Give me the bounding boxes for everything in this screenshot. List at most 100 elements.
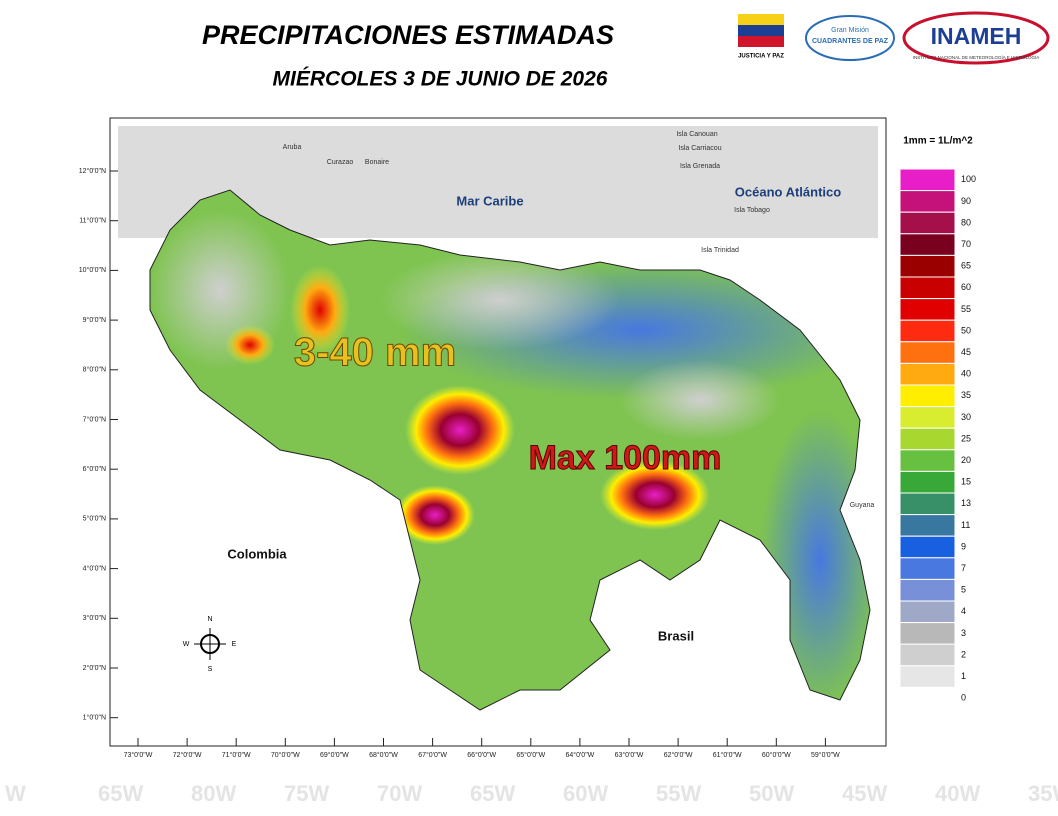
blob (600, 460, 710, 530)
legend-swatch (899, 686, 956, 710)
place-label: Curazao (327, 159, 354, 166)
legend-swatch (899, 470, 956, 494)
legend-label: 3 (961, 628, 966, 638)
legend-label: 80 (961, 217, 971, 227)
compass-label: S (208, 666, 213, 673)
legend-swatch (899, 643, 956, 667)
legend-label: 25 (961, 433, 971, 443)
logo-ring (805, 15, 895, 61)
legend-swatch (899, 362, 956, 386)
legend-swatch (899, 211, 956, 235)
background-label: 35W (1028, 781, 1058, 806)
legend-label: 1 (961, 671, 966, 681)
legend-swatch (899, 341, 956, 364)
legend-swatch (899, 319, 956, 343)
place-label: Aruba (283, 144, 302, 151)
lat-tick-label: 7°0'0"N (83, 415, 106, 423)
legend-label: 45 (961, 347, 971, 357)
legend-label: 35 (961, 390, 971, 400)
legend-swatch (899, 578, 956, 602)
legend-swatch (899, 514, 956, 537)
legend-label: 70 (961, 239, 971, 249)
lat-tick-label: 1°0'0"N (83, 714, 106, 722)
lat-tick-label: 8°0'0"N (83, 366, 106, 374)
blob (620, 360, 780, 440)
lat-tick-label: 3°0'0"N (83, 614, 106, 622)
blob (290, 265, 350, 355)
blob (395, 485, 475, 545)
legend-label: 4 (961, 606, 966, 616)
lon-tick-label: 63°0'0"W (615, 751, 644, 759)
blob (380, 250, 620, 350)
compass-label: E (232, 641, 237, 648)
background-label: 65W (98, 781, 143, 806)
legend-label: 50 (961, 325, 971, 335)
lon-tick-label: 65°0'0"W (516, 751, 545, 759)
background-label: W (5, 781, 26, 806)
lon-tick-label: 66°0'0"W (467, 751, 496, 759)
annotation: 3-40 mm (294, 331, 456, 375)
place-label: Isla Grenada (680, 163, 720, 170)
flag-stripe (738, 25, 784, 36)
lon-tick-label: 60°0'0"W (762, 751, 791, 759)
graticule: 12°0'0"N 11°0'0"N 10°0'0"N 9°0'0"N 8°0'0"N 7°… (79, 167, 840, 759)
lon-tick-label: 72°0'0"W (173, 751, 202, 759)
lon-tick-label: 73°0'0"W (124, 751, 153, 759)
legend-swatch (899, 190, 956, 213)
lon-tick-label: 61°0'0"W (713, 751, 742, 759)
legend-label: 30 (961, 412, 971, 422)
legend-label: 20 (961, 455, 971, 465)
lat-tick-label: 4°0'0"N (83, 564, 106, 572)
lon-tick-label: 59°0'0"W (811, 751, 840, 759)
legend-label: 15 (961, 477, 971, 487)
legend-label: 13 (961, 498, 971, 508)
background-label: 65W (470, 781, 515, 806)
compass: N S W E (183, 616, 237, 673)
legend-label: 9 (961, 541, 966, 551)
lon-tick-label: 69°0'0"W (320, 751, 349, 759)
compass-label: W (183, 641, 190, 648)
legend-swatch (899, 298, 956, 321)
flag-stripe (738, 36, 784, 47)
legend-label: 5 (961, 585, 966, 595)
place-label: Guyana (850, 502, 875, 509)
background-label: 40W (935, 781, 980, 806)
legend-swatch (899, 406, 956, 429)
lon-tick-label: 71°0'0"W (222, 751, 251, 759)
lon-tick-label: 68°0'0"W (369, 751, 398, 759)
legend-swatch (899, 535, 956, 559)
lon-tick-label: 70°0'0"W (271, 751, 300, 759)
place-label: Brasil (658, 628, 694, 643)
blob (225, 325, 275, 365)
background-label: 80W (191, 781, 236, 806)
legend-swatch (899, 600, 956, 624)
logo-text: JUSTICIA Y PAZ (738, 54, 784, 60)
legend: 1009080706560555045403530252015131197543… (899, 168, 976, 710)
lat-tick-label: 6°0'0"N (83, 465, 106, 473)
compass-label: N (207, 616, 212, 623)
legend-label: 40 (961, 369, 971, 379)
legend-swatch (899, 622, 956, 645)
legend-swatch (899, 449, 956, 472)
background-label: 50W (749, 781, 794, 806)
legend-label: 7 (961, 563, 966, 573)
logo-text: INAMEH (931, 23, 1022, 49)
legend-label: 55 (961, 304, 971, 314)
lat-tick-label: 9°0'0"N (83, 316, 106, 324)
legend-swatch (899, 168, 956, 192)
border (149, 189, 871, 711)
legend-swatch (899, 276, 956, 300)
legend-label: 65 (961, 261, 971, 271)
legend-label: 2 (961, 649, 966, 659)
lat-tick-label: 10°0'0"N (79, 266, 106, 274)
flag-stripe (738, 14, 784, 25)
place-label: Isla Canouan (676, 131, 717, 138)
lon-tick-label: 64°0'0"W (565, 751, 594, 759)
place-label: Mar Caribe (456, 193, 523, 208)
annotation: Max 100mm (529, 439, 722, 477)
subtitle: MIÉRCOLES 3 DE JUNIO DE 2026 (273, 68, 608, 91)
background-label: 70W (377, 781, 422, 806)
legend-swatch (899, 254, 956, 278)
